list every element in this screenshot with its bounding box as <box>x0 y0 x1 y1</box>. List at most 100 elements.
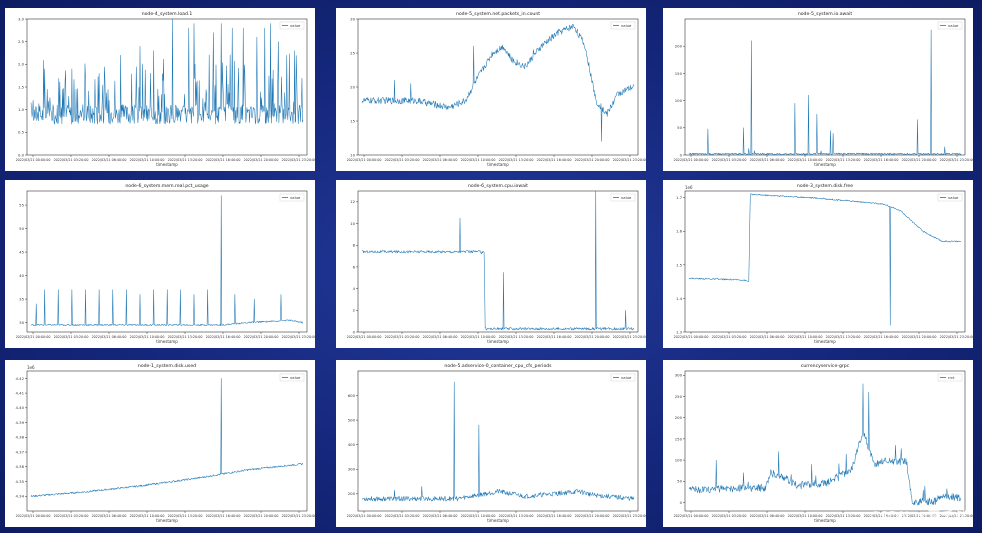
x-tick-label: 2022/03/21 00:00:00 <box>674 335 709 339</box>
series-line-value <box>30 18 304 125</box>
x-axis-label: timestamp <box>156 162 178 167</box>
legend-box <box>610 193 636 202</box>
y-tick-label: 4.34 <box>16 494 25 499</box>
x-axis-label: timestamp <box>814 518 836 523</box>
x-tick-label: 2022/03/21 06:40:00 <box>92 335 127 339</box>
x-axis-label: timestamp <box>814 162 836 167</box>
x-tick-label: 2022/03/21 06:40:00 <box>750 158 785 162</box>
y-tick-label: 4.40 <box>16 405 25 410</box>
y-tick-label: 0 <box>353 329 356 334</box>
x-tick-label: 2022/03/21 00:00:00 <box>16 514 51 518</box>
x-tick-label: 2022/03/21 23:20:00 <box>613 158 646 162</box>
series-line-value <box>361 23 635 142</box>
y-tick-label: 10 <box>350 152 355 157</box>
x-tick-label: 2022/03/21 03:20:00 <box>385 158 420 162</box>
legend-box <box>937 373 963 382</box>
y-tick-label: 50 <box>677 479 682 484</box>
y-tick-label: 40 <box>19 273 24 278</box>
x-tick-label: 2022/03/21 13:20:00 <box>826 514 861 518</box>
x-tick-label: 2022/03/21 06:40:00 <box>92 158 127 162</box>
y-tick-label: 15 <box>350 118 355 123</box>
chart-svg: node-5.adservice-0_container_cpu_cfs_per… <box>347 363 646 523</box>
legend-label: value <box>290 195 301 200</box>
x-tick-label: 2022/03/21 20:00:00 <box>902 335 937 339</box>
y-tick-label: 8 <box>353 243 356 248</box>
chart-svg: node-5_system.io.await 0 50 100 150 200 2022/0… <box>674 11 973 167</box>
chart-svg: node-1_system.disk.used 1e6 4.34 4.35 4.36 4.… <box>16 363 315 523</box>
chart-panel-1: node-5_system.net.packets_in.count 10 15 20… <box>336 8 646 171</box>
y-tick-label: 0 <box>680 500 683 505</box>
x-tick-label: 2022/03/21 16:40:00 <box>206 335 241 339</box>
y-tick-label: 0.5 <box>18 130 25 135</box>
series-line-value <box>361 190 635 331</box>
chart-title: node-5.adservice-0_container_cpu_cfs_per… <box>444 363 552 369</box>
x-tick-label: 2022/03/21 20:00:00 <box>575 514 610 518</box>
x-tick-label: 2022/03/21 23:20:00 <box>940 158 973 162</box>
x-tick-label: 2022/03/21 20:00:00 <box>244 158 279 162</box>
x-tick-label: 2022/03/21 10:00:00 <box>130 158 165 162</box>
x-tick-label: 2022/03/21 16:40:00 <box>537 514 572 518</box>
x-tick-label: 2022/03/21 10:00:00 <box>461 514 496 518</box>
x-tick-label: 2022/03/21 23:20:00 <box>282 335 315 339</box>
chart-title: currencyservice-grpc <box>801 363 850 369</box>
chart-title: node-5_system.net.packets_in.count <box>456 11 540 17</box>
x-tick-label: 2022/03/21 10:00:00 <box>461 335 496 339</box>
legend-label: value <box>290 23 301 28</box>
y-tick-label: 1.0 <box>18 107 25 112</box>
series-line-value <box>688 29 962 156</box>
chart-panel-7: node-5.adservice-0_container_cpu_cfs_per… <box>336 360 646 527</box>
x-tick-label: 2022/03/21 06:40:00 <box>92 514 127 518</box>
y-tick-label: 4.42 <box>16 376 25 381</box>
x-tick-label: 2022/03/21 20:00:00 <box>244 514 279 518</box>
x-tick-label: 2022/03/21 20:00:00 <box>575 158 610 162</box>
legend-label: value <box>948 195 959 200</box>
y-tick-label: 2 <box>353 308 356 313</box>
y-tick-label: 1.7 <box>676 195 683 200</box>
x-tick-label: 2022/03/21 16:40:00 <box>206 158 241 162</box>
x-tick-label: 2022/03/21 13:20:00 <box>168 158 203 162</box>
x-tick-label: 2022/03/21 03:20:00 <box>712 335 747 339</box>
x-tick-label: 2022/03/21 23:20:00 <box>940 514 973 518</box>
legend-label: value <box>621 375 632 380</box>
y-tick-label: 200 <box>348 491 356 496</box>
chart-panel-6: node-1_system.disk.used 1e6 4.34 4.35 4.36 4.… <box>5 360 315 527</box>
chart-title: node-1_system.disk.used <box>138 363 196 369</box>
legend-box <box>279 21 305 30</box>
legend-box <box>279 373 305 382</box>
plot-frame <box>357 18 639 156</box>
plot-frame <box>357 190 639 333</box>
y-tick-label: 4 <box>353 286 356 291</box>
series-line-value <box>30 378 304 497</box>
x-tick-label: 2022/03/21 03:20:00 <box>54 335 89 339</box>
x-tick-label: 2022/03/21 03:20:00 <box>385 335 420 339</box>
legend-box <box>937 193 963 202</box>
x-tick-label: 2022/03/21 00:00:00 <box>674 158 709 162</box>
x-tick-label: 2022/03/21 10:00:00 <box>461 158 496 162</box>
plot-frame <box>357 370 639 512</box>
x-tick-label: 2022/03/21 00:00:00 <box>347 158 382 162</box>
x-tick-label: 2022/03/21 10:00:00 <box>130 335 165 339</box>
x-tick-label: 2022/03/21 23:20:00 <box>282 514 315 518</box>
y-tick-label: 150 <box>675 71 683 76</box>
x-tick-label: 2022/03/21 00:00:00 <box>674 514 709 518</box>
x-tick-label: 2022/03/21 20:00:00 <box>902 158 937 162</box>
x-axis-label: timestamp <box>156 339 178 344</box>
y-tick-label: 100 <box>675 457 683 462</box>
y-tick-label: 30 <box>350 16 355 21</box>
x-tick-label: 2022/03/21 06:40:00 <box>423 514 458 518</box>
x-tick-label: 2022/03/21 16:40:00 <box>537 158 572 162</box>
x-axis-label: timestamp <box>487 518 509 523</box>
x-tick-label: 2022/03/21 10:00:00 <box>788 514 823 518</box>
y-tick-label: 300 <box>348 467 356 472</box>
y-tick-label: 4.37 <box>16 449 25 454</box>
chart-svg: currencyservice-grpc 0 50 100 150 200 250 300 20… <box>674 363 973 523</box>
chart-title: node-5_system.io.await <box>798 11 853 17</box>
x-tick-label: 2022/03/21 00:00:00 <box>16 158 51 162</box>
chart-svg: node-6_system.mem.real.pct_usage 30 35 40 45… <box>16 183 315 344</box>
x-tick-label: 2022/03/21 03:20:00 <box>712 514 747 518</box>
y-tick-label: 1.6 <box>676 229 683 234</box>
watermark: CSDN @夏禾然 <box>870 510 968 525</box>
axis-offset-text: 1e6 <box>685 185 693 190</box>
chart-svg: node-4_system.load.1 0.0 0.5 1.0 1.5 2.0 2.5 3.… <box>16 11 315 167</box>
axis-offset-text: 1e6 <box>27 365 35 370</box>
